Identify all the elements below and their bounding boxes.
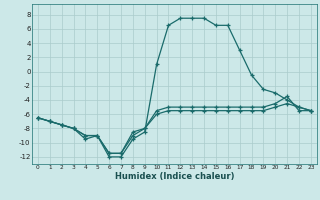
X-axis label: Humidex (Indice chaleur): Humidex (Indice chaleur) — [115, 172, 234, 181]
